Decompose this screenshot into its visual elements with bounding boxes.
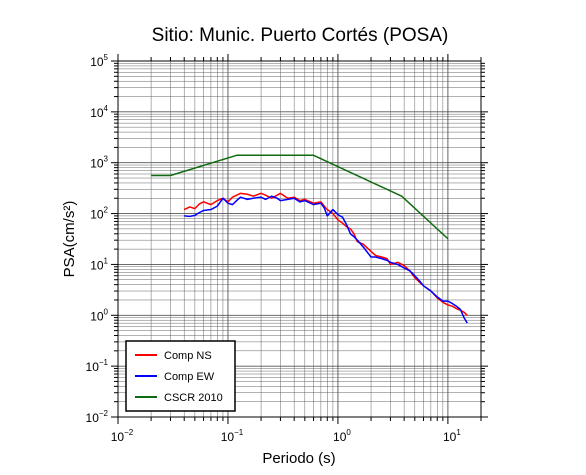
y-tick-label: 102 (90, 206, 108, 222)
legend-label-cscr-2010: CSCR 2010 (164, 392, 223, 404)
y-tick-label: 104 (90, 104, 108, 120)
grid (117, 61, 482, 418)
legend-label-comp-ew: Comp EW (164, 371, 215, 383)
y-tick-labels: 10−2 10−1 100 101 102 103 104 105 (86, 53, 109, 425)
x-tick-label: 10−1 (221, 428, 244, 444)
y-axis-label: PSA(cm/s²) (61, 201, 78, 278)
x-tick-labels: 10−2 10−1 100 101 (111, 428, 462, 444)
series-layer (151, 154, 468, 324)
y-tick-label: 10−1 (86, 358, 109, 374)
legend: Comp NS Comp EW CSCR 2010 (125, 340, 236, 412)
x-tick-label: 101 (443, 428, 461, 444)
y-tick-label: 10−2 (86, 409, 109, 425)
y-tick-label: 100 (90, 307, 108, 323)
y-tick-label: 103 (90, 155, 108, 171)
chart-title: Sitio: Munic. Puerto Cortés (POSA) (152, 25, 449, 46)
plot-frame (117, 60, 482, 418)
x-tick-label: 10−2 (111, 428, 134, 444)
x-tick-label: 100 (333, 428, 351, 444)
y-tick-label: 101 (90, 256, 108, 272)
legend-label-comp-ns: Comp NS (164, 350, 212, 362)
series-line-cscr-2010 (151, 154, 449, 240)
series-line-comp-ew (184, 195, 468, 324)
tick-marks (111, 54, 488, 424)
y-tick-label: 105 (90, 53, 108, 69)
x-axis-label: Periodo (s) (262, 450, 335, 467)
